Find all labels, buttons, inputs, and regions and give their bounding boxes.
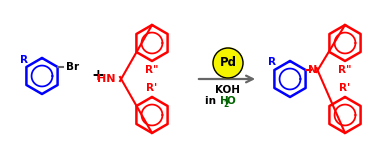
Text: +: + xyxy=(91,69,104,83)
Text: R: R xyxy=(268,57,276,67)
Text: R': R' xyxy=(146,83,158,93)
Text: R": R" xyxy=(145,65,159,75)
Text: R': R' xyxy=(339,83,351,93)
Text: R: R xyxy=(20,55,28,65)
Text: 2: 2 xyxy=(223,100,229,109)
Text: N: N xyxy=(308,65,317,75)
Text: Pd: Pd xyxy=(220,57,237,70)
Text: Br: Br xyxy=(66,62,79,72)
Text: KOH: KOH xyxy=(214,85,240,95)
Circle shape xyxy=(213,48,243,78)
Text: R": R" xyxy=(338,65,352,75)
Text: O: O xyxy=(226,96,235,106)
Text: HN: HN xyxy=(96,74,115,84)
Text: in: in xyxy=(205,96,220,106)
Text: H: H xyxy=(220,96,229,106)
